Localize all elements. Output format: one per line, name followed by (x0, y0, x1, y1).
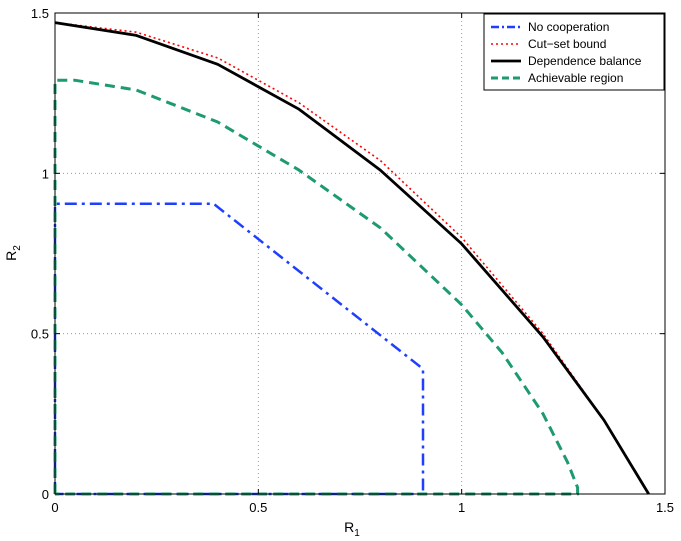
y-tick-label: 1 (42, 166, 49, 181)
x-axis-label-main: R (344, 519, 354, 535)
axis-ticks: 0 0.5 1 1.5 0 0.5 1 1.5 (31, 6, 674, 515)
legend-label: No cooperation (528, 20, 609, 34)
legend-label: Cut−set bound (528, 37, 606, 51)
series-line-dependence-balance (54, 21, 650, 495)
x-tick-label: 1 (458, 500, 465, 515)
y-axis-label-sub: 2 (12, 245, 23, 251)
x-tick-label: 0 (51, 500, 58, 515)
x-tick-label: 0.5 (249, 500, 267, 515)
plot-frame (54, 12, 666, 495)
x-axis-label-sub: 1 (354, 528, 360, 539)
y-axis-label-main: R (3, 251, 19, 261)
legend: No cooperation Cut−set bound Dependence ba… (483, 13, 665, 91)
y-tick-label: 1.5 (31, 6, 49, 21)
grid-lines (55, 13, 665, 494)
series-line-achievable-region (53, 78, 580, 496)
legend-label: Achievable region (528, 71, 623, 85)
legend-label: Dependence balance (528, 54, 642, 68)
x-tick-label: 1.5 (656, 500, 674, 515)
series-line-cut-set-bound (54, 21, 650, 495)
x-axis-label: R1 (344, 519, 360, 539)
y-axis-label: R2 (3, 245, 23, 261)
y-tick-label: 0 (42, 487, 49, 502)
y-tick-label: 0.5 (31, 327, 49, 342)
